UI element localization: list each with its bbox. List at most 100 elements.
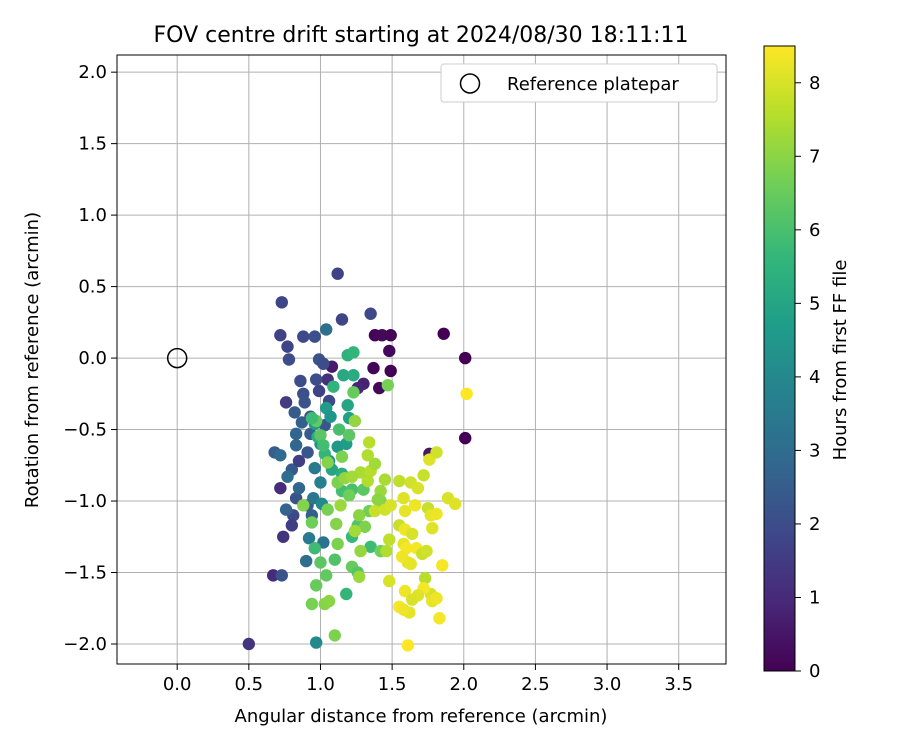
data-point [401, 639, 415, 652]
data-point [460, 387, 473, 401]
data-point [361, 449, 374, 462]
colorbar-label: Hours from first FF file [830, 260, 851, 461]
data-point [242, 637, 256, 651]
data-point [274, 328, 287, 342]
data-point [348, 414, 362, 428]
x-tick-label: 3.5 [664, 674, 693, 695]
data-point [327, 380, 340, 393]
data-point [308, 542, 321, 555]
data-point [317, 357, 330, 370]
data-point [305, 597, 319, 611]
colorbar: 0 1 2 3 4 5 6 7 8 Hours from first FF file [763, 45, 851, 682]
data-point [275, 296, 288, 309]
data-point [331, 537, 344, 551]
colorbar-tick-label: 1 [809, 587, 820, 608]
data-point [418, 572, 432, 585]
data-point [285, 519, 299, 532]
data-point [384, 364, 397, 378]
x-tick-label: 2.0 [449, 674, 478, 695]
data-point [383, 344, 396, 358]
data-point [408, 499, 422, 512]
x-tick-label: 1.0 [306, 674, 335, 695]
data-point [437, 327, 450, 340]
data-point [305, 516, 319, 529]
data-point [341, 399, 354, 412]
data-point [308, 330, 321, 343]
reference-marker-group [166, 347, 188, 369]
colorbar-tick-label: 6 [809, 220, 820, 241]
data-point [342, 429, 356, 442]
data-point [417, 469, 430, 482]
data-point [331, 267, 344, 280]
data-point [322, 594, 336, 608]
data-point [398, 584, 412, 598]
y-tick-label: 2.0 [78, 62, 107, 83]
data-point [430, 446, 443, 459]
data-point [292, 481, 306, 495]
y-tick-label: −2.0 [63, 634, 107, 655]
data-point [279, 396, 293, 409]
grid [117, 55, 726, 664]
data-point [367, 361, 380, 375]
data-point [430, 507, 443, 521]
colorbar-ticks: 0 1 2 3 4 5 6 7 8 [795, 73, 820, 682]
data-point [397, 603, 410, 616]
data-point [337, 369, 350, 382]
data-point [368, 457, 382, 471]
x-axis-ticks: 0.0 0.5 1.0 1.5 2.0 2.5 3.0 3.5 [163, 664, 693, 695]
data-point [354, 544, 367, 558]
data-point [459, 431, 472, 445]
data-point [393, 474, 406, 488]
data-point [324, 410, 337, 423]
data-point [340, 587, 353, 601]
data-point [361, 474, 374, 488]
data-point [368, 504, 382, 518]
data-point [312, 384, 326, 398]
y-tick-label: 1.0 [78, 205, 107, 226]
data-point [380, 544, 393, 558]
data-point [309, 373, 323, 386]
data-point [274, 481, 287, 495]
data-point [314, 556, 327, 569]
data-point [266, 569, 280, 582]
colorbar-tick-label: 7 [809, 146, 820, 167]
x-tick-label: 0.0 [163, 674, 192, 695]
data-point [404, 557, 417, 571]
data-point [358, 520, 372, 533]
reference-marker [166, 347, 188, 369]
data-point [328, 629, 342, 642]
data-point [328, 553, 342, 566]
data-point [330, 517, 343, 531]
data-point [314, 429, 327, 442]
data-point [274, 449, 287, 462]
colorbar-tick-label: 3 [809, 440, 820, 461]
data-point [289, 439, 303, 452]
y-tick-label: 0.5 [78, 277, 107, 298]
data-point [314, 476, 327, 489]
data-point [352, 509, 366, 522]
data-point [411, 481, 425, 495]
data-point [335, 450, 349, 463]
data-point [398, 504, 412, 518]
data-point [317, 439, 330, 452]
y-tick-label: −1.5 [63, 563, 107, 584]
y-tick-label: −0.5 [63, 420, 107, 441]
data-point [397, 491, 410, 505]
data-point [375, 328, 389, 342]
data-point [436, 559, 449, 572]
data-point [364, 307, 377, 320]
data-points [242, 267, 473, 652]
data-point [459, 351, 472, 365]
data-point [348, 524, 362, 538]
data-point [383, 533, 396, 546]
legend: Reference platepar [440, 63, 718, 103]
data-point [308, 461, 321, 475]
data-point [288, 406, 301, 419]
data-point [420, 544, 433, 558]
data-point [321, 456, 334, 469]
data-point [433, 612, 446, 625]
data-point [279, 503, 293, 516]
data-point [347, 386, 360, 399]
data-point [364, 540, 377, 553]
